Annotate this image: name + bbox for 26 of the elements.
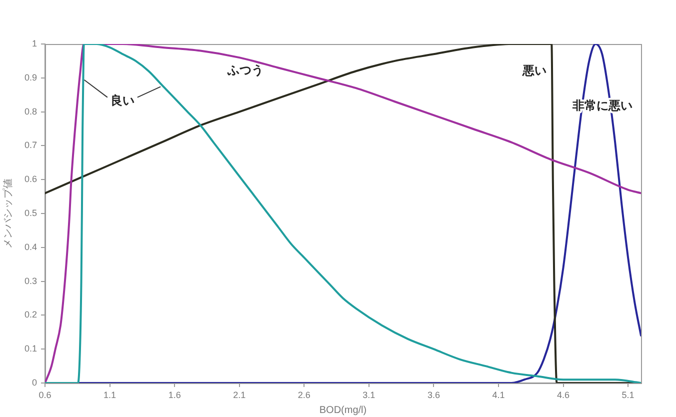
- y-tick-label: 0.8: [24, 106, 37, 116]
- y-tick-label: 1: [32, 38, 37, 48]
- y-tick-label: 0.9: [24, 72, 37, 82]
- x-tick-label: 0.6: [38, 390, 52, 400]
- x-tick-label: 1.6: [168, 390, 181, 400]
- x-tick-label: 3.6: [427, 390, 440, 400]
- y-tick-label: 0.1: [24, 344, 37, 354]
- x-tick-label: 5.1: [622, 390, 634, 400]
- y-tick-label: 0.3: [24, 276, 37, 286]
- x-axis-title: BOD(mg/l): [319, 404, 367, 416]
- x-tick-label: 1.1: [104, 390, 116, 400]
- series-label: 悪い: [522, 63, 547, 78]
- y-tick-label: 0.4: [24, 242, 37, 252]
- y-axis-title: メンバシップ値: [2, 178, 14, 248]
- x-tick-label: 4.6: [557, 390, 570, 400]
- x-tick-label: 3.1: [362, 390, 376, 400]
- y-tick-label: 0.2: [24, 310, 37, 320]
- series-label: ふつう: [226, 62, 264, 77]
- x-tick-label: 4.1: [492, 390, 505, 400]
- text: 良い: [110, 94, 134, 108]
- y-tick-label: 0.7: [24, 140, 37, 150]
- x-tick-label: 2.6: [298, 390, 310, 400]
- x-tick-label: 2.1: [233, 390, 246, 400]
- y-tick-label: 0.5: [24, 208, 37, 218]
- y-tick-label: 0.6: [24, 174, 37, 184]
- y-tick-label: 0: [32, 377, 37, 388]
